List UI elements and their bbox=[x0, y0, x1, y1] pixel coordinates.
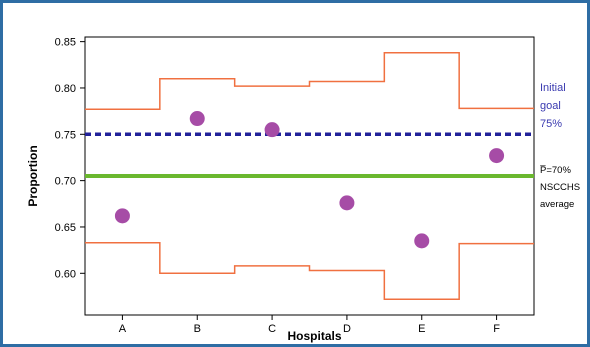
data-point-f bbox=[489, 148, 505, 164]
annotations: Initial goal 75% P̅=70% NSCCHS average bbox=[540, 82, 580, 210]
average-annotation-line: P̅=70% bbox=[540, 165, 572, 176]
y-tick-label: 0.80 bbox=[55, 83, 76, 95]
goal-annotation-line: goal bbox=[540, 100, 561, 112]
average-annotation-line: average bbox=[540, 199, 574, 210]
data-point-b bbox=[189, 111, 205, 127]
x-tick-label-c: C bbox=[268, 323, 276, 335]
y-tick-label: 0.75 bbox=[55, 129, 76, 141]
average-annotation-line: NSCCHS bbox=[540, 182, 580, 193]
y-tick-label: 0.85 bbox=[55, 37, 76, 49]
control-limits bbox=[85, 52, 534, 300]
y-axis-title: Proportion bbox=[26, 145, 40, 206]
y-tick-label: 0.60 bbox=[55, 268, 76, 280]
control-chart: 0.85 0.80 0.75 0.70 0.65 0.60 A B C D E F Initial g… bbox=[26, 36, 580, 343]
x-axis-title: Hospitals bbox=[287, 329, 341, 343]
data-point-a bbox=[114, 208, 130, 224]
reference-lines bbox=[85, 132, 534, 178]
goal-annotation-line: 75% bbox=[540, 118, 562, 130]
x-axis: A B C D E F bbox=[119, 315, 500, 335]
x-tick-label-f: F bbox=[493, 323, 500, 335]
data-point-c bbox=[264, 122, 280, 138]
data-point-d bbox=[339, 195, 355, 211]
upper-control-limit bbox=[85, 52, 534, 111]
x-tick-label-b: B bbox=[194, 323, 201, 335]
goal-annotation-line: Initial bbox=[540, 82, 566, 94]
y-tick-label: 0.70 bbox=[55, 176, 76, 188]
lower-control-limit bbox=[85, 241, 534, 300]
y-tick-label: 0.65 bbox=[55, 222, 76, 234]
data-point-e bbox=[414, 233, 430, 249]
y-axis: 0.85 0.80 0.75 0.70 0.65 0.60 bbox=[55, 37, 85, 280]
x-tick-label-d: D bbox=[343, 323, 351, 335]
x-tick-label-a: A bbox=[119, 323, 127, 335]
x-tick-label-e: E bbox=[418, 323, 425, 335]
data-points bbox=[114, 111, 505, 249]
